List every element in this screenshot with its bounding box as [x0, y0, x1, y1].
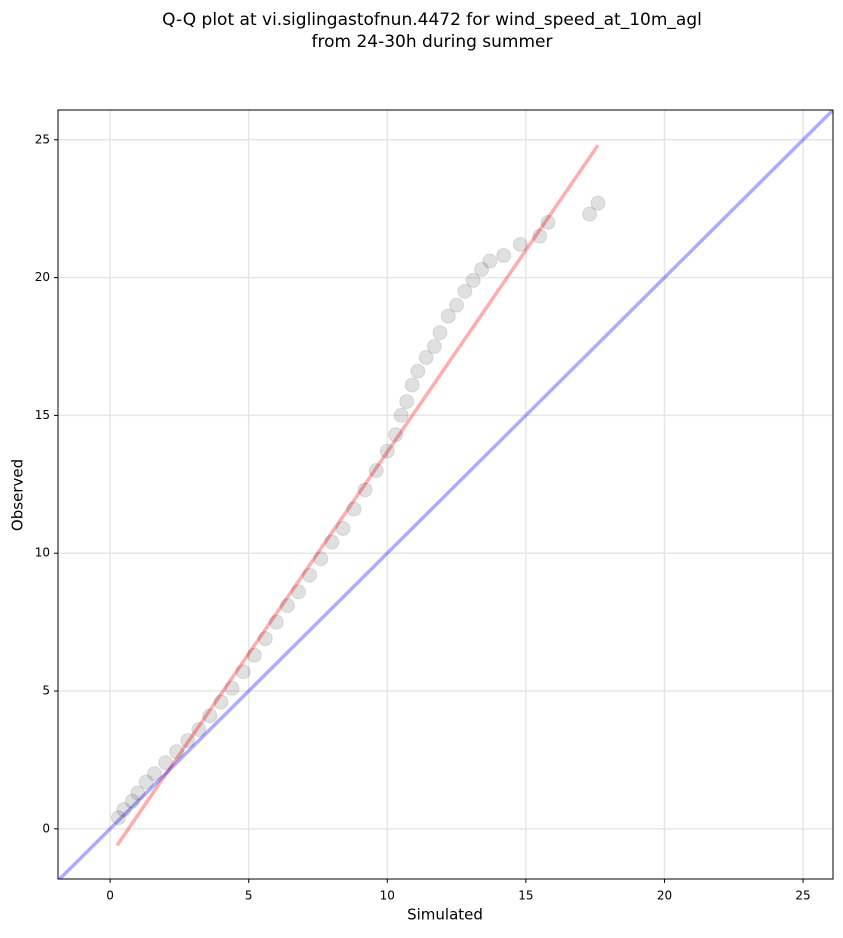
points [110, 195, 606, 826]
point [158, 755, 174, 771]
point [440, 308, 456, 324]
point [379, 443, 395, 459]
point [426, 338, 442, 354]
point [512, 237, 528, 253]
point [268, 614, 284, 630]
x-tick-label: 10 [380, 889, 395, 903]
point [235, 664, 251, 680]
y-axis-label: Observed [9, 459, 27, 531]
point [213, 694, 229, 710]
point [482, 253, 498, 269]
point [110, 810, 126, 826]
x-tick-label: 25 [795, 889, 810, 903]
point [280, 598, 296, 614]
point [335, 520, 351, 536]
y-tick-label: 10 [35, 546, 50, 560]
y-tick-label: 0 [42, 821, 50, 835]
reference-line [58, 110, 833, 879]
point [146, 766, 162, 782]
point [291, 584, 307, 600]
y-tick-label: 15 [35, 408, 50, 422]
point [393, 407, 409, 423]
y-tick-label: 25 [35, 132, 50, 146]
y-tick-label: 20 [35, 270, 50, 284]
point [130, 785, 146, 801]
point [169, 744, 185, 760]
point [432, 325, 448, 341]
point [191, 722, 207, 738]
point [180, 733, 196, 749]
point [496, 248, 512, 264]
point [582, 206, 598, 222]
x-tick-label: 0 [106, 889, 114, 903]
y-tick-label: 5 [42, 684, 50, 698]
x-tick-label: 15 [518, 889, 533, 903]
point [399, 394, 415, 410]
point [532, 228, 548, 244]
reference-lines [58, 110, 833, 879]
x-axis-label: Simulated [407, 906, 483, 924]
point [138, 774, 154, 790]
plot-frame [57, 109, 834, 880]
chart-title: Q-Q plot at vi.siglingastofnun.4472 for … [162, 10, 702, 30]
point [457, 283, 473, 299]
x-tick-label: 5 [245, 889, 253, 903]
chart-title: from 24-30h during summer [312, 32, 553, 52]
point [465, 272, 481, 288]
point [590, 195, 606, 211]
point [346, 501, 362, 517]
point [246, 647, 262, 663]
x-tick-label: 20 [657, 889, 672, 903]
point [388, 427, 404, 443]
point [124, 793, 140, 809]
point [224, 680, 240, 696]
point [313, 551, 329, 567]
point [257, 631, 273, 647]
point [404, 377, 420, 393]
grid [58, 110, 833, 879]
reference-line [115, 144, 600, 847]
point [202, 708, 218, 724]
point [540, 214, 556, 230]
point [418, 350, 434, 366]
point [302, 567, 318, 583]
point [410, 363, 426, 379]
point [368, 463, 384, 479]
point [116, 802, 132, 818]
point [357, 482, 373, 498]
point [449, 297, 465, 313]
point [474, 261, 490, 277]
point [324, 534, 340, 550]
